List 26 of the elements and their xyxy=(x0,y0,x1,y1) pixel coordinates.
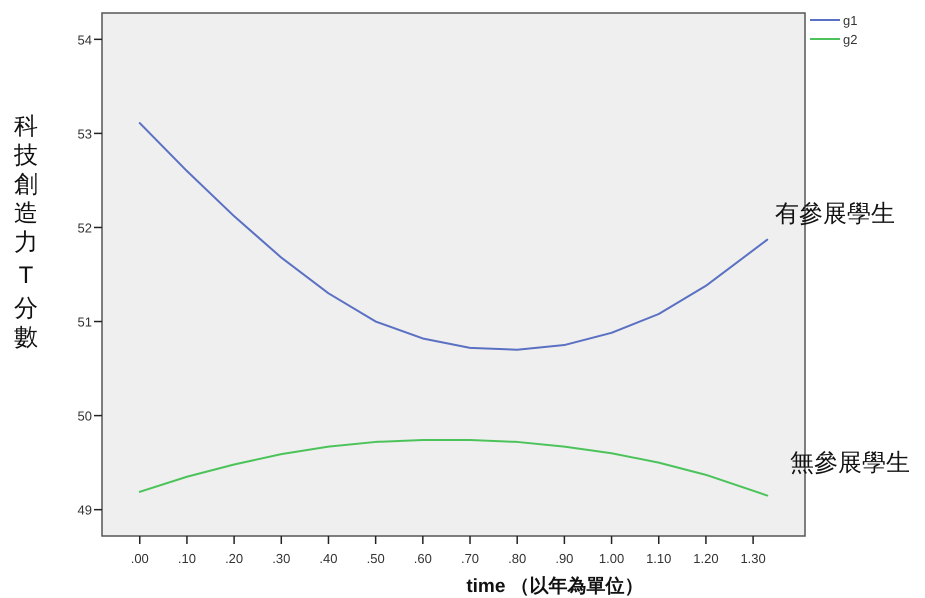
x-tick-label: .00 xyxy=(130,551,149,566)
x-tick-label: .80 xyxy=(508,551,526,566)
y-tick-label: 52 xyxy=(78,220,92,236)
x-tick-label: 1.00 xyxy=(598,551,624,566)
line-series xyxy=(138,439,768,497)
y-tick-label: 49 xyxy=(78,502,92,518)
x-tick-label: .30 xyxy=(272,551,290,566)
x-tick-label: 1.30 xyxy=(740,551,766,566)
x-axis-title: time （以年為單位） xyxy=(466,575,644,597)
x-tick-label: .60 xyxy=(414,551,432,566)
line-series xyxy=(138,122,768,351)
x-tick-label: .40 xyxy=(319,551,338,566)
x-tick-label: 1.20 xyxy=(693,551,719,566)
y-tick-label: 53 xyxy=(78,126,92,142)
y-tick-label: 54 xyxy=(78,32,92,48)
x-tick-label: .90 xyxy=(555,551,574,566)
legend-label: g2 xyxy=(843,32,858,47)
x-tick-label: 1.10 xyxy=(646,551,672,566)
x-tick-label: .50 xyxy=(366,551,385,566)
y-tick-label: 50 xyxy=(78,408,92,424)
legend-label: g1 xyxy=(843,13,858,28)
y-tick-label: 51 xyxy=(78,314,92,330)
x-tick-label: .10 xyxy=(178,551,196,566)
y-axis-title: 科技創造力 T 分數 xyxy=(13,113,38,351)
x-tick-label: .70 xyxy=(460,551,480,566)
x-tick-label: .20 xyxy=(225,551,244,566)
